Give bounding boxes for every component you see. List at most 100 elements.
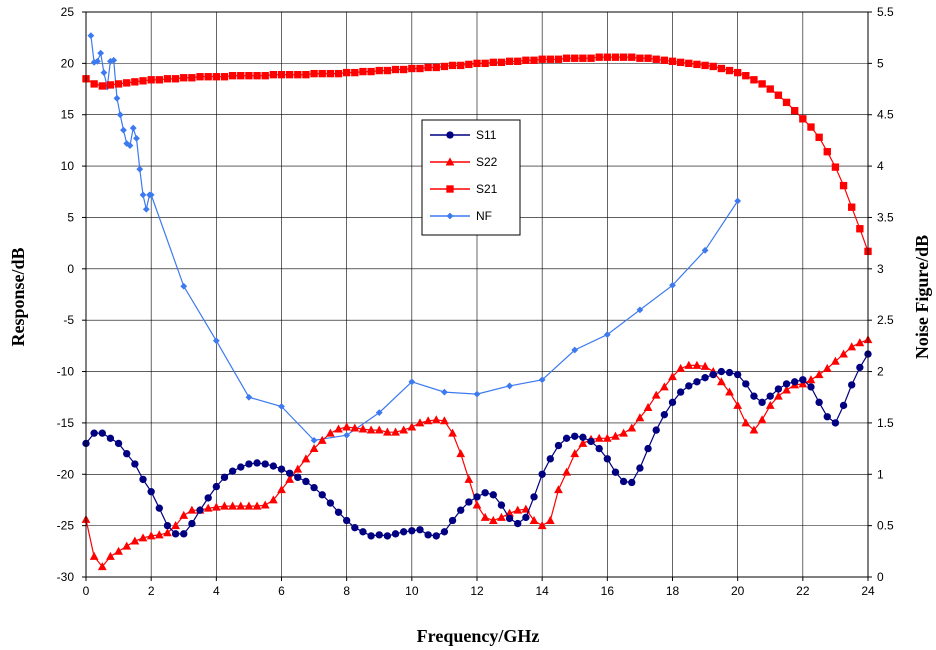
data-point-s21 [302, 71, 309, 78]
data-point-s11 [547, 455, 554, 462]
y2-tick-label: 1.5 [877, 416, 894, 430]
data-point-s11 [571, 433, 578, 440]
data-point-s21 [538, 56, 545, 63]
data-point-s21 [449, 62, 456, 69]
data-point-s11 [538, 471, 545, 478]
data-point-s21 [343, 69, 350, 76]
x-tick-label: 16 [601, 584, 615, 598]
data-point-s21 [563, 55, 570, 62]
data-point-s11 [400, 528, 407, 535]
data-point-s21 [653, 56, 660, 63]
data-point-s21 [669, 58, 676, 65]
data-point-s21 [815, 134, 822, 141]
data-point-s21 [587, 55, 594, 62]
data-point-s11 [718, 368, 725, 375]
data-point-s11 [514, 520, 521, 527]
data-point-s11 [750, 393, 757, 400]
legend-marker [446, 185, 453, 192]
data-point-s21 [848, 204, 855, 211]
data-point-s21 [359, 68, 366, 75]
data-point-s21 [481, 60, 488, 67]
data-point-s21 [90, 80, 97, 87]
data-point-s11 [441, 528, 448, 535]
data-point-s21 [685, 60, 692, 67]
legend-label: NF [476, 209, 492, 223]
data-point-s21 [196, 73, 203, 80]
data-point-s11 [693, 378, 700, 385]
data-point-s11 [367, 532, 374, 539]
y2-tick-label: 4 [877, 159, 884, 173]
y-tick-label: -30 [57, 570, 75, 584]
y2-tick-label: 0.5 [877, 519, 894, 533]
data-point-s21 [213, 73, 220, 80]
x-tick-label: 8 [343, 584, 350, 598]
data-point-s11 [742, 380, 749, 387]
data-point-s21 [718, 65, 725, 72]
data-point-s11 [156, 504, 163, 511]
data-point-s11 [767, 393, 774, 400]
data-point-s21 [750, 76, 757, 83]
y2-tick-label: 3 [877, 262, 884, 276]
data-point-s11 [107, 435, 114, 442]
data-point-s21 [139, 77, 146, 84]
data-point-s21 [310, 70, 317, 77]
data-point-s11 [327, 499, 334, 506]
data-point-s21 [351, 69, 358, 76]
data-point-s21 [799, 115, 806, 122]
data-point-s11 [783, 380, 790, 387]
data-point-s21 [514, 58, 521, 65]
data-point-s21 [840, 182, 847, 189]
data-point-s21 [400, 66, 407, 73]
data-point-s21 [612, 54, 619, 61]
data-point-s21 [253, 72, 260, 79]
data-point-s21 [131, 78, 138, 85]
data-point-s21 [433, 64, 440, 71]
data-point-s11 [99, 430, 106, 437]
data-point-s21 [294, 71, 301, 78]
data-point-s11 [465, 498, 472, 505]
data-point-s21 [596, 54, 603, 61]
data-point-s21 [677, 59, 684, 66]
x-tick-label: 4 [213, 584, 220, 598]
data-point-s11 [481, 489, 488, 496]
data-point-s21 [188, 74, 195, 81]
data-point-s21 [384, 67, 391, 74]
data-point-s11 [384, 532, 391, 539]
data-point-s11 [131, 460, 138, 467]
data-point-s11 [237, 463, 244, 470]
y-tick-label: -25 [57, 519, 75, 533]
data-point-s21 [115, 80, 122, 87]
data-point-s21 [693, 61, 700, 68]
y-tick-label: 0 [67, 262, 74, 276]
y-tick-label: 15 [61, 108, 75, 122]
y-tick-label: -5 [63, 313, 74, 327]
data-point-s21 [506, 58, 513, 65]
y2-tick-label: 0 [877, 570, 884, 584]
data-point-s11 [758, 399, 765, 406]
data-point-s11 [653, 426, 660, 433]
data-point-s11 [253, 459, 260, 466]
y2-tick-label: 1 [877, 467, 884, 481]
data-point-s11 [319, 491, 326, 498]
data-point-s11 [563, 435, 570, 442]
data-point-s11 [596, 445, 603, 452]
data-point-s11 [726, 369, 733, 376]
data-point-s21 [441, 63, 448, 70]
data-point-s11 [213, 483, 220, 490]
y2-tick-label: 3.5 [877, 210, 894, 224]
data-point-s21 [620, 54, 627, 61]
data-point-s11 [457, 507, 464, 514]
data-point-s11 [188, 520, 195, 527]
data-point-s21 [465, 61, 472, 68]
data-point-s11 [628, 479, 635, 486]
data-point-s21 [408, 65, 415, 72]
data-point-s11 [221, 474, 228, 481]
data-point-s11 [775, 385, 782, 392]
y-axis-title: Response/dB [8, 247, 28, 346]
data-point-s11 [180, 530, 187, 537]
data-point-s21 [490, 59, 497, 66]
data-point-s11 [498, 501, 505, 508]
data-point-s21 [473, 60, 480, 67]
data-point-s21 [571, 55, 578, 62]
